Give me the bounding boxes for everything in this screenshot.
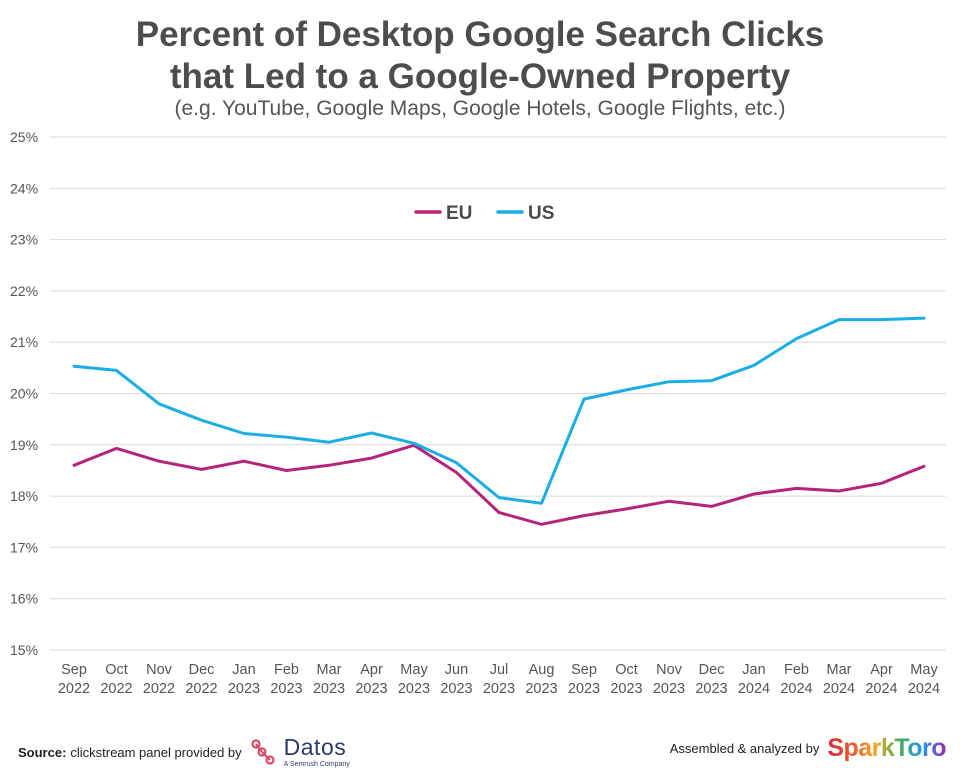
x-tick-label: Jan 2023	[228, 662, 260, 697]
series-line-us	[72, 316, 926, 505]
x-tick-label: Apr 2024	[865, 662, 897, 697]
x-tick-label: Sep 2022	[58, 662, 90, 697]
x-tick-label: Mar 2023	[313, 662, 345, 697]
x-tick-label: Dec 2022	[185, 662, 217, 697]
datos-logo: Datos A Semrush Company	[250, 736, 350, 768]
y-tick-label: 22%	[10, 283, 38, 299]
y-tick-label: 15%	[10, 642, 38, 658]
legend-label-eu: EU	[446, 203, 472, 224]
x-tick-label: Oct 2022	[100, 662, 132, 697]
series-line-eu	[72, 443, 926, 526]
x-tick-label: May 2023	[398, 662, 430, 697]
x-tick-label: Oct 2023	[610, 662, 642, 697]
y-tick-label: 25%	[10, 129, 38, 145]
y-tick-label: 17%	[10, 539, 38, 555]
x-tick-label: Jun 2023	[440, 662, 472, 697]
assembled-text: Assembled & analyzed by	[669, 741, 820, 756]
datos-subtitle: A Semrush Company	[283, 761, 350, 768]
y-tick-label: 19%	[10, 437, 38, 453]
source-text: clickstream panel provided by	[70, 744, 242, 760]
chart-title: Percent of Desktop Google Search Clicks …	[0, 14, 960, 98]
chart-title-line-2: that Led to a Google-Owned Property	[169, 57, 791, 96]
datos-name: Datos	[283, 734, 347, 760]
y-tick-label: 21%	[10, 334, 38, 350]
x-tick-label: Jan 2024	[738, 662, 770, 697]
x-tick-label: Dec 2023	[695, 662, 727, 697]
x-tick-label: Nov 2022	[143, 662, 175, 697]
y-tick-label: 16%	[10, 591, 38, 607]
y-tick-label: 23%	[10, 232, 38, 248]
x-tick-label: Jul 2023	[483, 662, 515, 697]
x-tick-label: Feb 2023	[270, 662, 302, 697]
chart-subtitle: (e.g. YouTube, Google Maps, Google Hotel…	[174, 97, 786, 120]
assembled-credit: Assembled & analyzed by SparkToro	[669, 734, 947, 763]
y-tick-label: 24%	[10, 180, 38, 196]
x-tick-label: Aug 2023	[525, 662, 557, 697]
x-tick-label: Feb 2024	[780, 662, 812, 697]
source-label: Source:	[18, 744, 67, 760]
x-tick-label: Sep 2023	[568, 662, 600, 697]
x-tick-label: Mar 2024	[823, 662, 855, 697]
legend-label-us: US	[528, 203, 554, 224]
source-credit: Source: clickstream panel provided by Da…	[18, 736, 350, 768]
datos-logo-icon	[251, 739, 275, 765]
x-tick-label: Apr 2023	[355, 662, 387, 697]
x-tick-label: Nov 2023	[653, 662, 685, 697]
y-tick-label: 20%	[10, 386, 38, 402]
chart-title-line-1: Percent of Desktop Google Search Clicks	[135, 15, 825, 54]
y-tick-label: 18%	[10, 488, 38, 504]
sparktoro-logo: SparkToro	[827, 734, 946, 762]
x-tick-label: May 2024	[908, 662, 940, 697]
